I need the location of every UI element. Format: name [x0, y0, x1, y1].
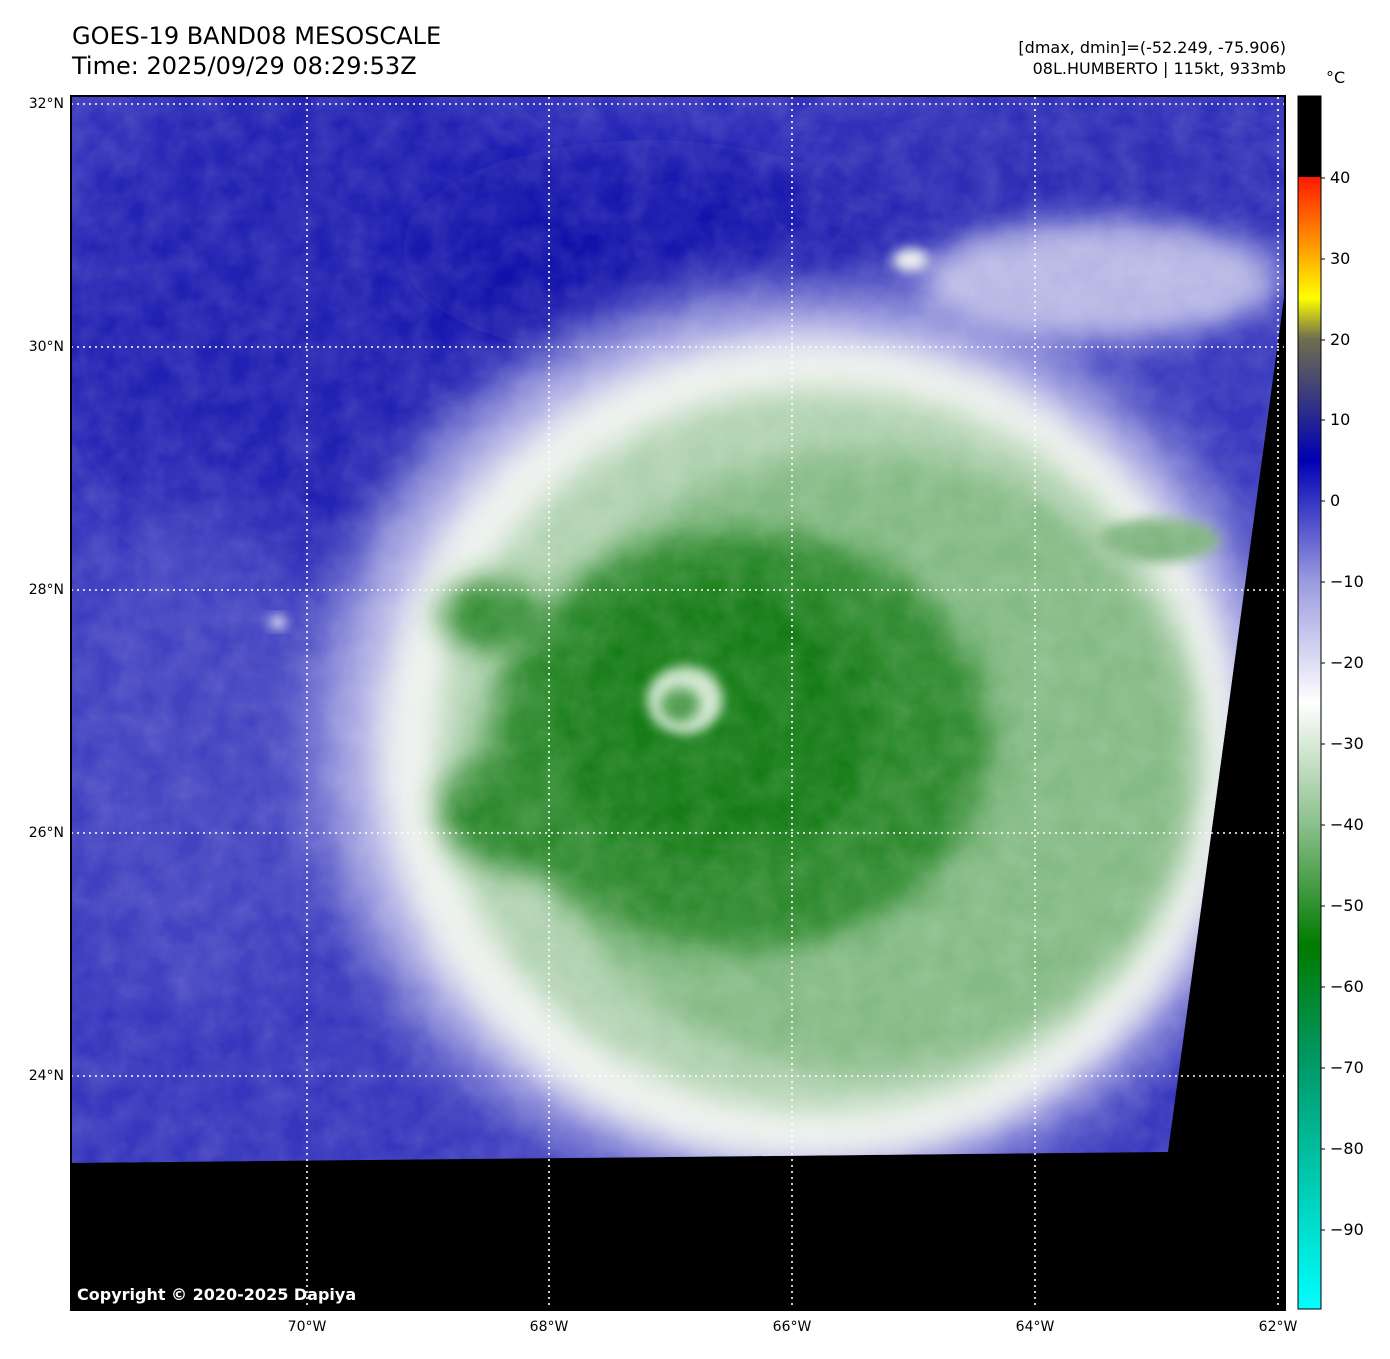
colorbar-unit: °C [1326, 68, 1346, 87]
colorbar-tick-label: −50 [1330, 896, 1364, 915]
copyright-text: Copyright © 2020-2025 Dapiya [77, 1285, 357, 1304]
colorbar-tick-label: 0 [1330, 491, 1341, 510]
colorbar-ticks [1321, 177, 1325, 1231]
graticule [71, 97, 1285, 1310]
colorbar-tick-label: 30 [1330, 249, 1351, 268]
image-title: GOES-19 BAND08 MESOSCALE [72, 22, 442, 50]
colorbar-tick-label: 20 [1330, 330, 1351, 349]
colorbar-tick-label: −40 [1330, 815, 1364, 834]
colorbar [1297, 95, 1322, 1310]
colorbar-tick-label: −80 [1330, 1139, 1364, 1158]
colorbar-tick-label: 40 [1330, 168, 1351, 187]
cloud-imagery [71, 97, 1285, 1163]
colorbar-tick-label: 10 [1330, 410, 1351, 429]
map-frame [70, 95, 1286, 1311]
colorbar-tick-label: −70 [1330, 1058, 1364, 1077]
lon-label-64w: 64°W [1015, 1319, 1055, 1335]
lat-label-24n: 24°N [28, 1068, 64, 1084]
storm-info: 08L.HUMBERTO | 115kt, 933mb [1032, 59, 1286, 78]
colorbar-tick-label: −20 [1330, 653, 1364, 672]
image-timestamp: Time: 2025/09/29 08:29:53Z [72, 52, 417, 80]
lat-label-30n: 30°N [28, 339, 64, 355]
lon-label-62w: 62°W [1258, 1319, 1298, 1335]
lat-label-32n: 32°N [28, 96, 64, 112]
colorbar-tick-label: −60 [1330, 977, 1364, 996]
temperature-range: [dmax, dmin]=(-52.249, -75.906) [1018, 38, 1286, 57]
colorbar-tick-label: −30 [1330, 734, 1364, 753]
lon-label-70w: 70°W [287, 1319, 327, 1335]
lat-label-28n: 28°N [28, 582, 64, 598]
lat-label-26n: 26°N [28, 825, 64, 841]
lon-label-66w: 66°W [772, 1319, 812, 1335]
lon-label-68w: 68°W [529, 1319, 569, 1335]
colorbar-tick-label: −90 [1330, 1220, 1364, 1239]
colorbar-tick-label: −10 [1330, 572, 1364, 591]
